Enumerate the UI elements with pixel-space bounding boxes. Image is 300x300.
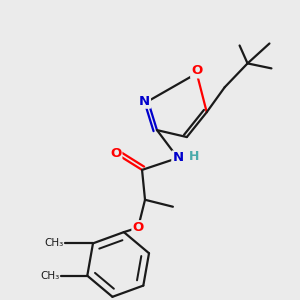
- Text: H: H: [189, 150, 200, 163]
- Text: N: N: [139, 95, 150, 108]
- Text: O: O: [110, 147, 122, 160]
- Text: O: O: [191, 64, 202, 77]
- Text: N: N: [172, 152, 183, 164]
- Text: O: O: [132, 221, 144, 234]
- Text: CH₃: CH₃: [44, 238, 63, 248]
- Text: CH₃: CH₃: [40, 271, 60, 281]
